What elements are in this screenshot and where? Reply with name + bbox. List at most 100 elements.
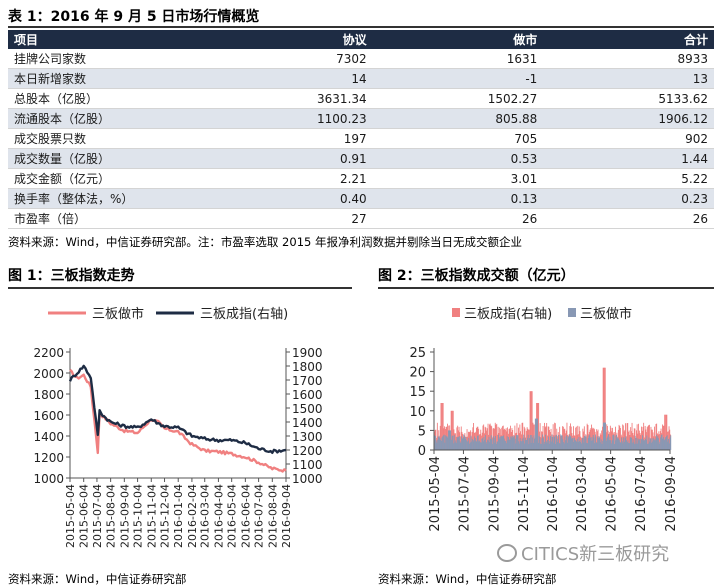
x-tick-label: 2016-01-04 (546, 456, 561, 532)
bar (638, 423, 639, 450)
x-tick-label: 2016-07-04 (253, 484, 266, 548)
bar (566, 442, 568, 450)
bar (532, 422, 534, 450)
bar (509, 439, 511, 450)
bar (537, 442, 539, 450)
bar (477, 435, 479, 450)
bar (660, 435, 662, 450)
bar (435, 440, 437, 450)
x-tick-label: 2015-09-04 (118, 484, 131, 548)
bar (459, 441, 461, 450)
bar (435, 436, 436, 450)
bar (541, 438, 543, 450)
table-cell: 805.88 (372, 108, 544, 129)
bar (637, 438, 639, 450)
bar (668, 439, 669, 450)
bar (647, 443, 648, 450)
bar (511, 437, 512, 450)
bar (450, 430, 452, 450)
bar (524, 443, 525, 450)
bar (575, 440, 577, 450)
bar (505, 428, 507, 450)
bar (440, 439, 441, 450)
right-tick-label: 1400 (292, 416, 323, 430)
bar (579, 442, 581, 450)
right-tick-label: 1500 (292, 402, 323, 416)
bar (529, 438, 530, 450)
bar (634, 444, 635, 450)
table-cell: 流通股本（亿股） (8, 108, 202, 129)
bar (607, 436, 609, 450)
bar (461, 436, 462, 450)
turnover-chart: 三板成指(右轴) 三板做市 0 5 10 15 20 25 2015-05-04 2015-07-… (409, 306, 679, 532)
figure1-source: 资料来源：Wind，中信证券研究部 (8, 572, 187, 586)
bar (632, 439, 634, 450)
legend-label: 三板做市 (580, 306, 632, 322)
bar (579, 441, 580, 450)
y-tick-label: 0 (418, 444, 426, 459)
bar (603, 422, 605, 450)
bar (577, 441, 579, 450)
bar (542, 438, 544, 450)
bar (471, 441, 473, 450)
bar (510, 436, 512, 450)
table-cell: 成交数量（亿股） (8, 148, 202, 169)
x-tick-label: 2015-05-04 (428, 456, 443, 532)
bar (506, 443, 507, 450)
bar (595, 442, 597, 450)
bar (544, 441, 546, 450)
bar (631, 422, 633, 450)
bar (563, 443, 565, 450)
table-row: 市盈率（倍） 27 26 26 (8, 208, 714, 229)
right-tick-label: 1200 (292, 444, 323, 458)
bar (629, 443, 630, 450)
bar (545, 441, 547, 450)
series-bars-1 (434, 418, 672, 450)
table-cell: 26 (543, 208, 714, 229)
bar (484, 439, 486, 450)
bar (624, 441, 625, 450)
bar (458, 436, 460, 450)
bar (468, 437, 470, 450)
bar (503, 438, 505, 450)
bar (439, 425, 441, 450)
table-row: 换手率（整体法，%） 0.40 0.13 0.23 (8, 188, 714, 209)
bar (486, 443, 488, 450)
bar (605, 422, 606, 450)
bar (618, 424, 620, 450)
bar (448, 430, 449, 450)
bar (482, 441, 484, 450)
figure1-rule (8, 287, 352, 289)
bar (660, 437, 662, 450)
x-tick-label: 2016-01-04 (172, 484, 185, 548)
bar (553, 436, 555, 450)
bar (500, 436, 502, 450)
bar (661, 434, 663, 450)
bar (451, 435, 453, 450)
table-cell: 成交股票只数 (8, 128, 202, 149)
index-trend-chart: 三板做市 三板成指(右轴) 1000 1200 1400 1600 1800 2000 2200… (33, 306, 323, 548)
bar (453, 434, 455, 450)
bar (523, 426, 525, 450)
bar (608, 434, 609, 450)
table-cell: 26 (372, 208, 544, 229)
bar (469, 443, 470, 450)
bar (602, 367, 604, 450)
table-row: 成交数量（亿股） 0.91 0.53 1.44 (8, 148, 714, 169)
bar (573, 441, 575, 450)
bar (529, 391, 531, 450)
bar (497, 441, 499, 450)
x-tick-label: 2015-11-04 (145, 484, 158, 548)
bar (533, 435, 535, 450)
table-note: 资料来源：Wind，中信证券研究部。注：市盈率选取 2015 年报净利润数据并剔… (8, 235, 522, 249)
bar (561, 435, 562, 450)
bar (610, 427, 612, 450)
bar (449, 430, 451, 450)
bar (439, 438, 441, 450)
bar (631, 442, 633, 450)
bar (641, 439, 643, 450)
bar (586, 442, 588, 450)
bar (508, 439, 510, 450)
bar (490, 435, 492, 450)
bar (662, 438, 664, 450)
